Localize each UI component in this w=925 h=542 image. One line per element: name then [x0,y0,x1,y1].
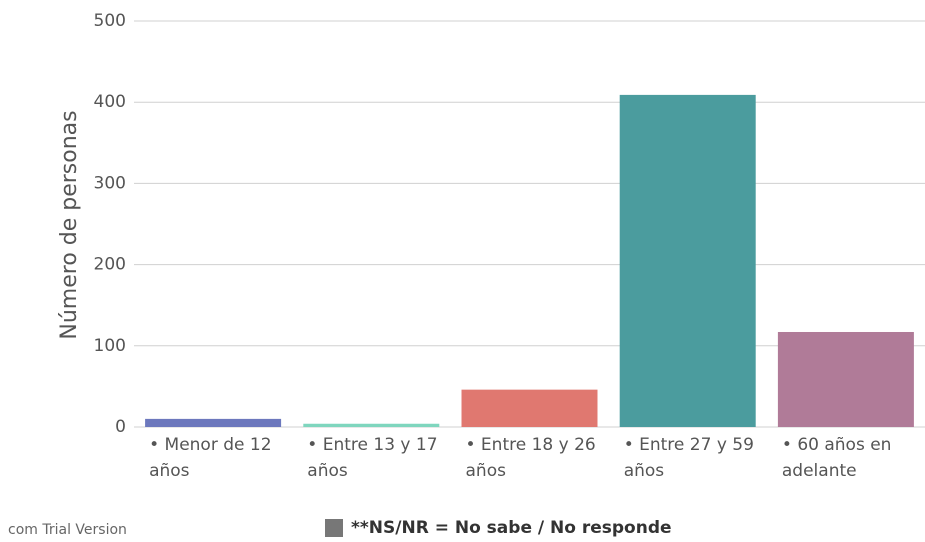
y-tick-label: 100 [94,336,126,356]
y-tick-label: 400 [94,92,126,112]
legend-swatch [325,519,343,537]
y-tick-label: 500 [94,11,126,31]
watermark: com Trial Version [8,522,127,538]
bar [303,423,440,427]
bar [461,389,598,427]
legend: **NS/NR = No sabe / No responde [325,518,672,538]
y-tick-label: 0 [115,417,126,437]
x-tick-label: • 60 años en adelante [781,435,892,481]
bar [777,331,914,427]
bar [619,94,756,427]
x-tick-label: • Entre 18 y 26 años [465,435,596,481]
y-tick-label: 300 [94,173,126,193]
bar [145,418,282,427]
x-tick-label: • Entre 13 y 17 años [307,435,438,481]
x-tick-label: • Menor de 12 años [149,435,272,481]
y-tick-label: 200 [94,255,126,275]
x-tick-label: • Entre 27 y 59 años [623,435,754,481]
y-axis-label: Número de personas [57,110,82,339]
legend-label: **NS/NR = No sabe / No responde [351,518,672,538]
